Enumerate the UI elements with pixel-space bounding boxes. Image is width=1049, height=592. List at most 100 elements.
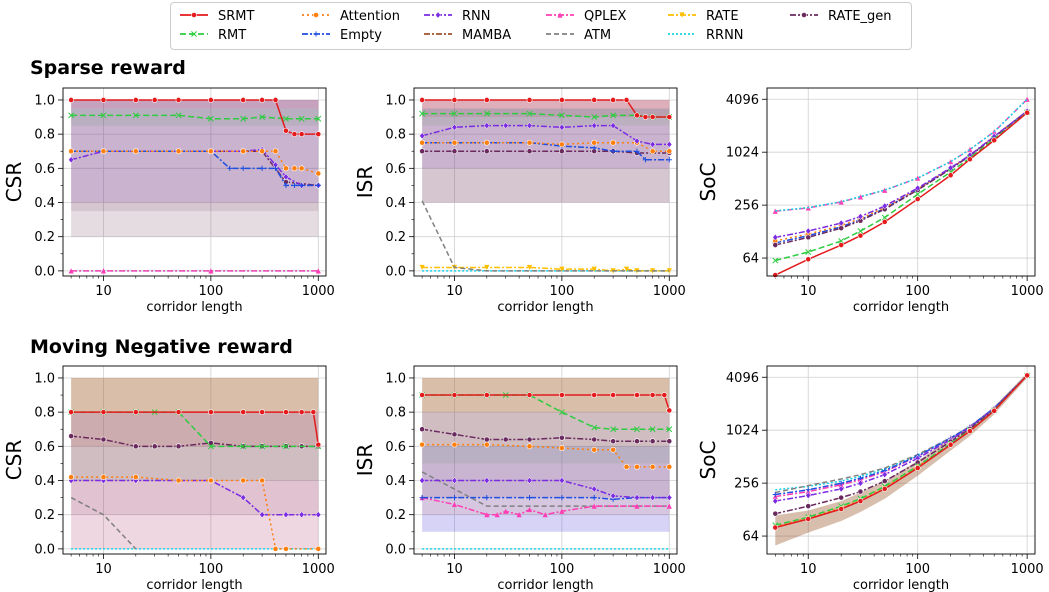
data-point [272, 148, 279, 155]
data-point [207, 115, 214, 122]
series-line [70, 496, 137, 550]
series-line [421, 200, 670, 272]
axes-frame [62, 365, 327, 555]
data-point [558, 445, 565, 451]
data-point [315, 115, 322, 122]
data-point [310, 409, 317, 416]
data-point [132, 112, 139, 119]
data-point [623, 266, 630, 272]
xtick-label: 10 [95, 284, 112, 299]
data-point [805, 503, 812, 510]
data-point [610, 438, 617, 445]
series-attention [68, 148, 322, 177]
data-point [838, 485, 845, 493]
data-point [419, 392, 426, 398]
ytick-label: 1.0 [34, 371, 55, 386]
data-point [526, 110, 533, 117]
legend-marker [801, 12, 807, 18]
data-point [227, 165, 233, 171]
legend-entry-srmt: SRMT [180, 9, 255, 24]
data-point [484, 264, 490, 271]
data-point [151, 97, 158, 103]
series-rrnn [775, 374, 1028, 491]
data-point [558, 112, 565, 119]
band-empty [422, 108, 670, 203]
y-axis-label: CSR [2, 440, 26, 481]
data-point [68, 97, 75, 103]
data-point [207, 148, 214, 155]
data-point [610, 148, 616, 154]
y-axis-label: CSR [2, 162, 26, 203]
series-rnn [419, 477, 673, 502]
data-point [315, 131, 322, 138]
data-point [838, 242, 845, 248]
data-point [666, 140, 673, 148]
data-point [634, 438, 640, 445]
data-point [526, 97, 533, 103]
legend-label: RNN [462, 9, 490, 24]
data-point [882, 187, 888, 193]
xtick-label: 10 [800, 562, 817, 577]
series-rnn [419, 122, 673, 148]
y-axis-label: SoC [696, 441, 720, 480]
data-point [559, 266, 565, 272]
data-point [526, 122, 533, 130]
series-line [775, 374, 1028, 502]
legend-marker [313, 12, 319, 18]
data-point [175, 112, 182, 119]
data-point [666, 148, 673, 155]
legend-entry-attention: Attention [302, 9, 400, 24]
data-point [591, 139, 598, 146]
ytick-label: 4096 [726, 93, 759, 108]
legend-label: QPLEX [584, 9, 627, 24]
data-point [272, 165, 279, 171]
series-srmt [772, 109, 1031, 278]
ytick-label: 256 [734, 199, 759, 214]
data-point [483, 436, 490, 443]
data-point [591, 122, 598, 130]
xtick-label: 1000 [302, 284, 335, 299]
data-point [772, 233, 779, 241]
data-point [857, 213, 864, 220]
ytick-label: 0.4 [385, 474, 406, 489]
data-point [610, 97, 617, 103]
band-srmt [422, 99, 670, 118]
data-point [315, 441, 322, 448]
legend-label: SRMT [218, 9, 255, 24]
x-axis-label: corridor length [853, 300, 949, 315]
data-point [838, 494, 845, 501]
data-point [282, 115, 289, 122]
legend [170, 2, 912, 50]
data-point [483, 110, 490, 117]
band-empty [422, 446, 670, 532]
data-point [502, 436, 509, 443]
data-point [947, 164, 954, 172]
data-point [591, 266, 597, 272]
data-point [175, 443, 182, 450]
series-line [422, 496, 670, 501]
data-point [68, 112, 75, 119]
xtick-label: 100 [905, 562, 930, 577]
data-point [666, 157, 672, 163]
y-axis-label: ISR [353, 444, 377, 477]
data-point [100, 409, 107, 416]
xtick-label: 10 [446, 284, 463, 299]
legend-label: Attention [340, 9, 400, 24]
data-point [483, 148, 490, 155]
data-point [526, 477, 533, 484]
series-line [421, 496, 670, 516]
data-point [484, 495, 490, 501]
data-point [451, 123, 458, 131]
axes-frame [413, 87, 678, 277]
series-srmt [68, 97, 322, 138]
data-point [610, 392, 617, 398]
ytick-label: 64 [742, 530, 759, 545]
data-point [451, 477, 458, 484]
data-point [772, 208, 778, 214]
data-point [484, 512, 490, 518]
data-point [634, 494, 640, 502]
data-point [483, 441, 490, 448]
legend-entry-empty: Empty [302, 28, 382, 43]
data-point [132, 148, 139, 155]
